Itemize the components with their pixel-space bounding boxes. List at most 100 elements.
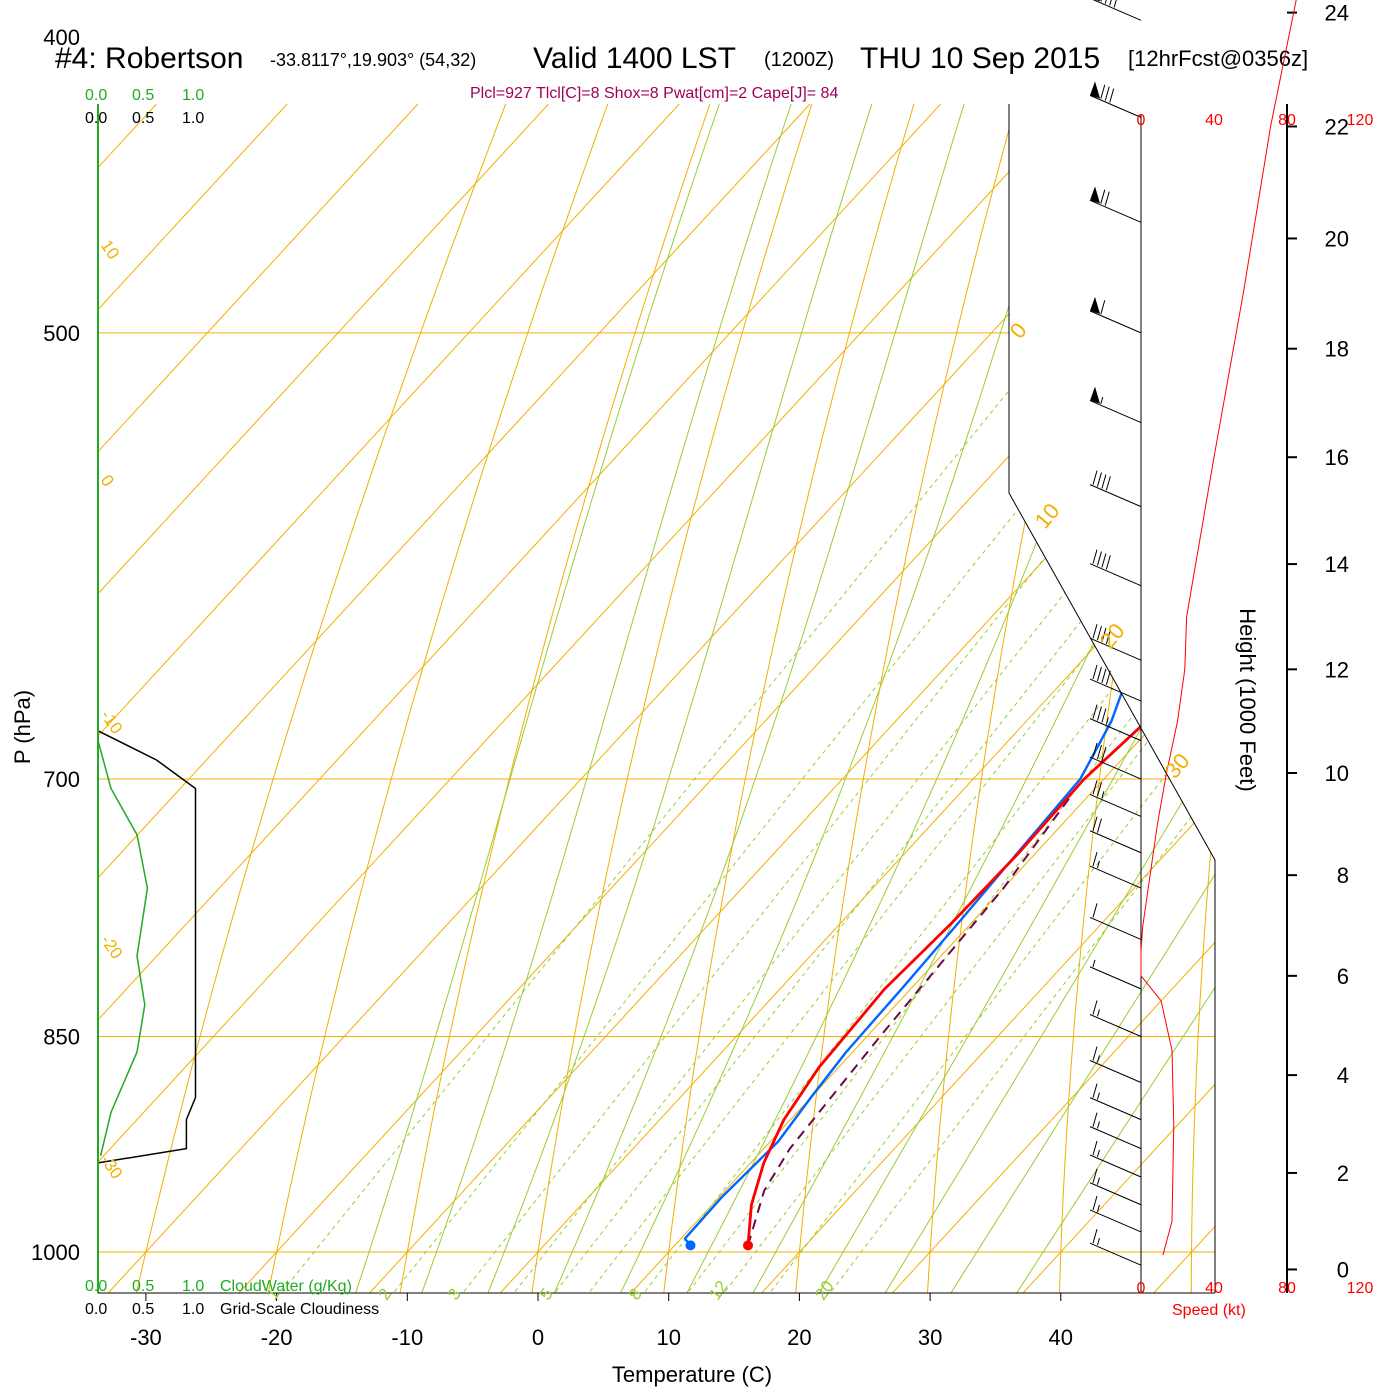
height-tick-label: 4 — [1337, 1063, 1349, 1088]
wind-barb-half — [1096, 1055, 1100, 1063]
title-date: THU 10 Sep 2015 — [860, 42, 1100, 75]
height-tick-label: 16 — [1325, 445, 1349, 470]
speed-scale-top: 80 — [1278, 112, 1296, 129]
mixing-ratio-line — [535, 104, 1215, 1293]
wind-barb-line — [1101, 668, 1107, 684]
wind-speed-profile — [1140, 0, 1297, 1256]
wind-barb-half — [1096, 1121, 1100, 1129]
wind-barb — [1089, 296, 1142, 334]
bottom-cloudwater-label: 0.0 — [85, 1278, 107, 1295]
isotherm-line — [98, 104, 549, 1293]
wind-barb-flag — [1095, 0, 1100, 2]
surface-temperature-dot — [743, 1240, 754, 1251]
wind-barb-staff — [1092, 0, 1142, 21]
wind-barb — [1089, 816, 1142, 854]
wind-barb-line — [1092, 851, 1098, 867]
wind-barb-line — [1092, 1168, 1098, 1183]
wind-barb — [1089, 704, 1142, 742]
moist-adiabat — [347, 104, 1008, 1293]
wind-barb-line — [1096, 551, 1102, 566]
right-boundary — [1008, 104, 1216, 1293]
wind-barb-line — [1096, 782, 1102, 797]
wind-barb-staff — [1089, 1242, 1142, 1266]
dry-adiabat-label: 0 — [97, 471, 118, 490]
wind-barb-staff — [1089, 793, 1142, 817]
height-tick-label: 14 — [1325, 552, 1349, 577]
wind-barb-line — [1092, 1112, 1098, 1127]
wind-barb-half — [1100, 396, 1104, 405]
wind-barb-flag — [1090, 386, 1100, 404]
x-axis-title: Temperature (C) — [612, 1362, 772, 1387]
wind-barb-staff — [1089, 1209, 1142, 1233]
wind-barb — [1089, 81, 1142, 118]
wind-barb-line — [1092, 1195, 1098, 1211]
temperature-tick-label: 10 — [656, 1325, 680, 1350]
height-tick-label: 0 — [1337, 1257, 1349, 1282]
temperature-tick-label: 0 — [532, 1325, 544, 1350]
wind-barb-line — [1096, 818, 1102, 833]
speed-scale-bottom: 80 — [1278, 1280, 1296, 1297]
mixing-ratio-label: 5 — [536, 1285, 557, 1304]
isotherm-line — [1153, 104, 1215, 1293]
wind-barb-line — [1104, 0, 1107, 4]
speed-scale-bottom: 0 — [1137, 1280, 1146, 1297]
wind-barb-line — [1105, 555, 1111, 570]
wind-barb-staff — [1089, 1126, 1142, 1150]
wind-barb-line — [1096, 706, 1102, 721]
cloud-layer — [97, 730, 197, 1164]
temperature-tick-label: -20 — [261, 1325, 293, 1350]
isotherm-label: 10 — [1030, 498, 1065, 533]
height-tick-label: 2 — [1337, 1161, 1349, 1186]
wind-barb — [1089, 386, 1142, 424]
temperature-tick-label: -30 — [130, 1325, 162, 1350]
moist-adiabat — [608, 104, 1215, 1293]
label-layer: 1235812202503004005007008501000-30-20-10… — [31, 1, 1374, 1350]
isotherm-line — [98, 104, 942, 1293]
wind-barb-line — [1092, 903, 1098, 918]
isotherm-line — [761, 104, 1215, 1293]
title-forecast: [12hrFcst@0356z] — [1128, 46, 1308, 71]
height-tick-label: 6 — [1337, 964, 1349, 989]
wind-barb-half — [1096, 860, 1100, 869]
wind-barb — [1089, 780, 1142, 817]
dry-adiabat — [395, 104, 998, 1293]
dry-adiabat-label: -30 — [97, 1151, 127, 1182]
mixing-ratio-line — [625, 104, 1215, 1293]
wind-barb-line — [1101, 553, 1107, 568]
wind-barb — [1089, 1000, 1142, 1037]
speed-scale-top: 40 — [1205, 112, 1223, 129]
dry-adiabat — [793, 104, 1215, 1293]
dry-adiabat — [660, 104, 1171, 1293]
wind-barb-line — [1100, 189, 1106, 204]
isotherm-line — [98, 104, 419, 1293]
wind-barb-staff — [1089, 865, 1142, 889]
wind-barb-column — [1089, 0, 1142, 1266]
grid-layer — [98, 104, 1215, 1293]
temperature-tick-label: -10 — [391, 1325, 423, 1350]
mixing-ratio-line — [751, 104, 1215, 1293]
wind-barb — [1089, 851, 1142, 889]
wind-barb-line — [1092, 1000, 1098, 1015]
wind-barb-line — [1101, 474, 1107, 489]
y-axis-title: P (hPa) — [10, 690, 35, 764]
isotherm-line — [1022, 104, 1215, 1293]
wind-barb — [1089, 959, 1142, 990]
wind-barb — [1089, 1195, 1142, 1233]
dry-adiabat-label: 10 — [97, 236, 123, 262]
wind-barb-staff — [1089, 400, 1142, 424]
top-cloudiness-label: 0.5 — [132, 110, 154, 127]
mixing-ratio-line — [811, 104, 1215, 1293]
moist-adiabat — [478, 104, 1139, 1293]
cloudiness-trace — [97, 730, 197, 1164]
moist-adiabat — [674, 104, 1215, 1293]
mixing-ratio-line — [569, 104, 1215, 1293]
top-cloudwater-label: 0.0 — [85, 87, 107, 104]
wind-barb-staff — [1089, 199, 1142, 223]
temperature-tick-label: 40 — [1049, 1325, 1073, 1350]
frame-layer — [97, 11, 1297, 1301]
wind-barb-line — [1092, 1229, 1098, 1244]
speed-scale-bottom: 120 — [1347, 1280, 1374, 1297]
pressure-tick-500: 500 — [43, 321, 80, 346]
isotherm-line — [892, 104, 1215, 1293]
pressure-tick-700: 700 — [43, 767, 80, 792]
